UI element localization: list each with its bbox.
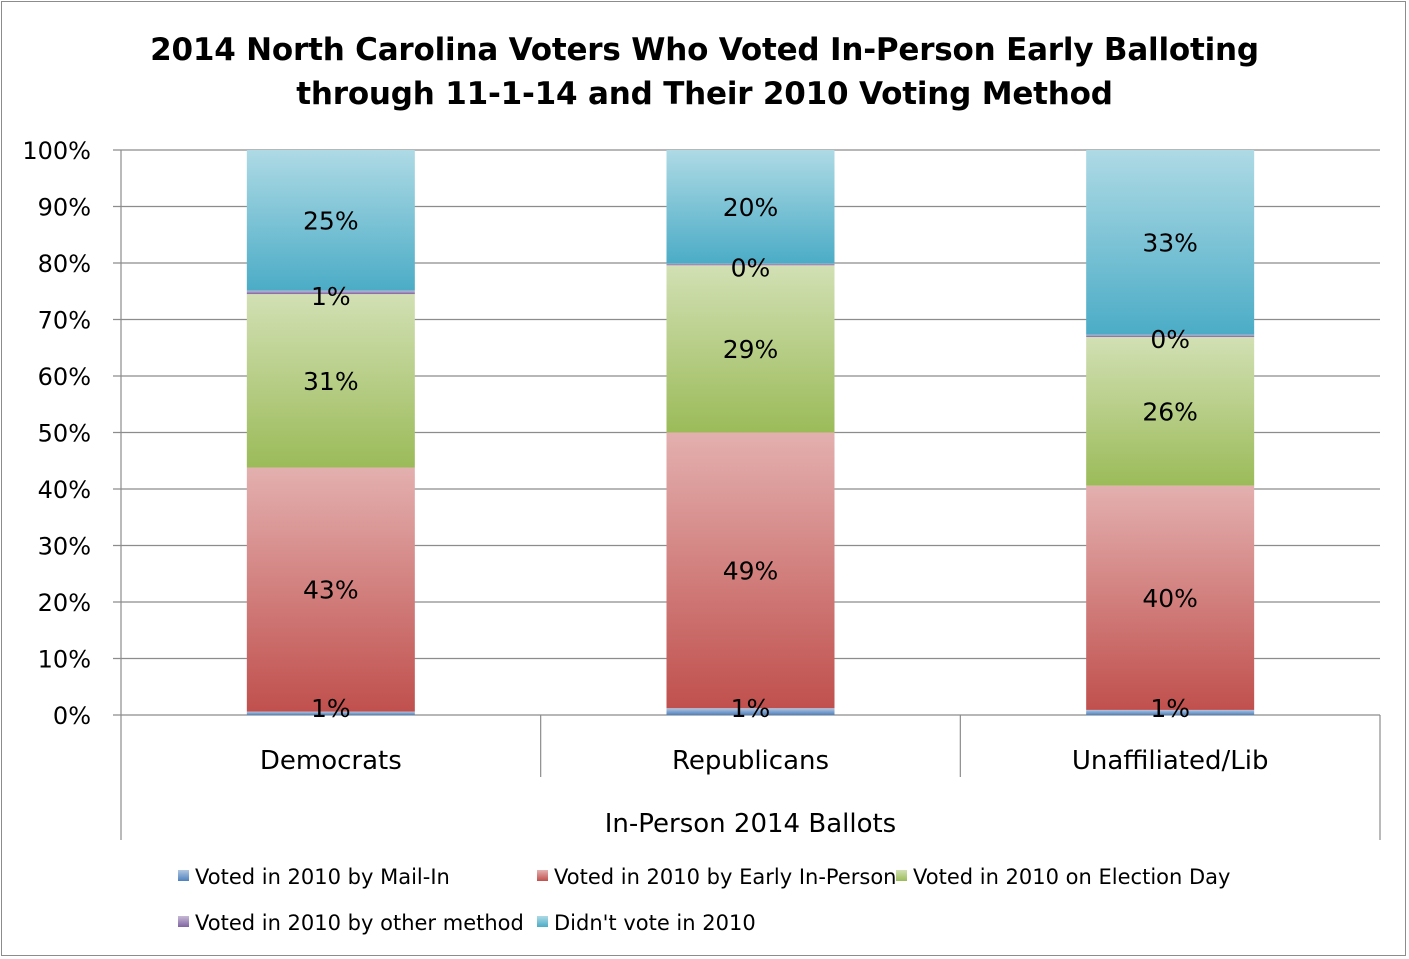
- bar-segment: [666, 708, 835, 715]
- data-label: 1%: [311, 282, 351, 311]
- data-label: 20%: [723, 193, 779, 222]
- bar-segment: [666, 265, 835, 433]
- y-tick-label: 50%: [38, 420, 91, 448]
- legend-item: Voted in 2010 on Election Day: [896, 865, 1230, 889]
- legend-label: Didn't vote in 2010: [554, 911, 756, 935]
- legend-swatch: [178, 916, 189, 927]
- bar-segment: [1086, 485, 1255, 710]
- legend-label: Voted in 2010 by Early In-Person: [554, 865, 896, 889]
- bar-segment: [1086, 709, 1255, 715]
- legend-swatch: [537, 916, 548, 927]
- bars: [246, 150, 1255, 715]
- legend-item: Didn't vote in 2010: [537, 911, 756, 935]
- data-label: 25%: [303, 206, 359, 235]
- data-label: 40%: [1142, 584, 1198, 613]
- y-tick-label: 20%: [38, 589, 91, 617]
- data-label: 43%: [303, 576, 359, 605]
- bar-segment: [246, 150, 415, 291]
- y-tick-label: 90%: [38, 194, 91, 222]
- legend-label: Voted in 2010 by Mail-In: [195, 865, 450, 889]
- data-label: 0%: [1150, 325, 1190, 354]
- x-category-label: Republicans: [672, 746, 829, 776]
- legend-swatch: [178, 870, 189, 881]
- legend-label: Voted in 2010 on Election Day: [913, 865, 1230, 889]
- bar-segment: [666, 150, 835, 264]
- chart-title-line-2: through 11-1-14 and Their 2010 Voting Me…: [296, 76, 1113, 112]
- legend-swatch: [537, 870, 548, 881]
- data-label: 33%: [1142, 228, 1198, 257]
- legend-item: Voted in 2010 by other method: [178, 911, 524, 935]
- legend-item: Voted in 2010 by Mail-In: [178, 865, 450, 889]
- data-label: 26%: [1142, 397, 1198, 426]
- y-tick-label: 60%: [38, 363, 91, 391]
- chart-title: 2014 North Carolina Voters Who Voted In-…: [0, 28, 1409, 116]
- data-label: 29%: [723, 335, 779, 364]
- bar-segment: [666, 432, 835, 709]
- legend-swatch: [896, 870, 907, 881]
- y-tick-label: 0%: [53, 702, 91, 730]
- bar-segment: [1086, 334, 1255, 338]
- axes: 0% 10% 20% 30% 40% 50% 60% 70% 80% 90% 100% Democra…: [22, 137, 1381, 840]
- data-label: 1%: [1150, 694, 1190, 723]
- data-label: 1%: [311, 694, 351, 723]
- data-label: 31%: [303, 367, 359, 396]
- data-labels: 1% 43% 31% 1% 25% 1% 49% 29% 0% 20% 1% 40% 26% 0% 33%: [303, 193, 1198, 723]
- legend-label: Voted in 2010 by other method: [195, 911, 524, 935]
- y-tick-label: 80%: [38, 250, 91, 278]
- data-label: 0%: [731, 253, 771, 282]
- y-tick-label: 100%: [22, 137, 91, 165]
- bar-segment: [666, 263, 835, 266]
- y-tick-label: 10%: [38, 646, 91, 674]
- bar-segment: [246, 290, 415, 295]
- bar-segment: [1086, 337, 1255, 486]
- chart-title-line-1: 2014 North Carolina Voters Who Voted In-…: [150, 32, 1259, 68]
- y-tick-label: 70%: [38, 307, 91, 335]
- bar-segment: [246, 294, 415, 468]
- legend-item: Voted in 2010 by Early In-Person: [537, 865, 896, 889]
- x-axis-title: In-Person 2014 Ballots: [605, 809, 896, 839]
- data-label: 49%: [723, 556, 779, 585]
- y-tick-label: 30%: [38, 533, 91, 561]
- bar-segment: [246, 467, 415, 712]
- y-tick-label: 40%: [38, 476, 91, 504]
- data-label: 1%: [731, 694, 771, 723]
- legend: Voted in 2010 by Mail-In Voted in 2010 by…: [178, 865, 1230, 935]
- bar-segment: [1086, 150, 1255, 335]
- x-category-label: Democrats: [260, 746, 402, 776]
- x-category-label: Unaffiliated/Lib: [1072, 746, 1269, 776]
- bar-segment: [246, 711, 415, 715]
